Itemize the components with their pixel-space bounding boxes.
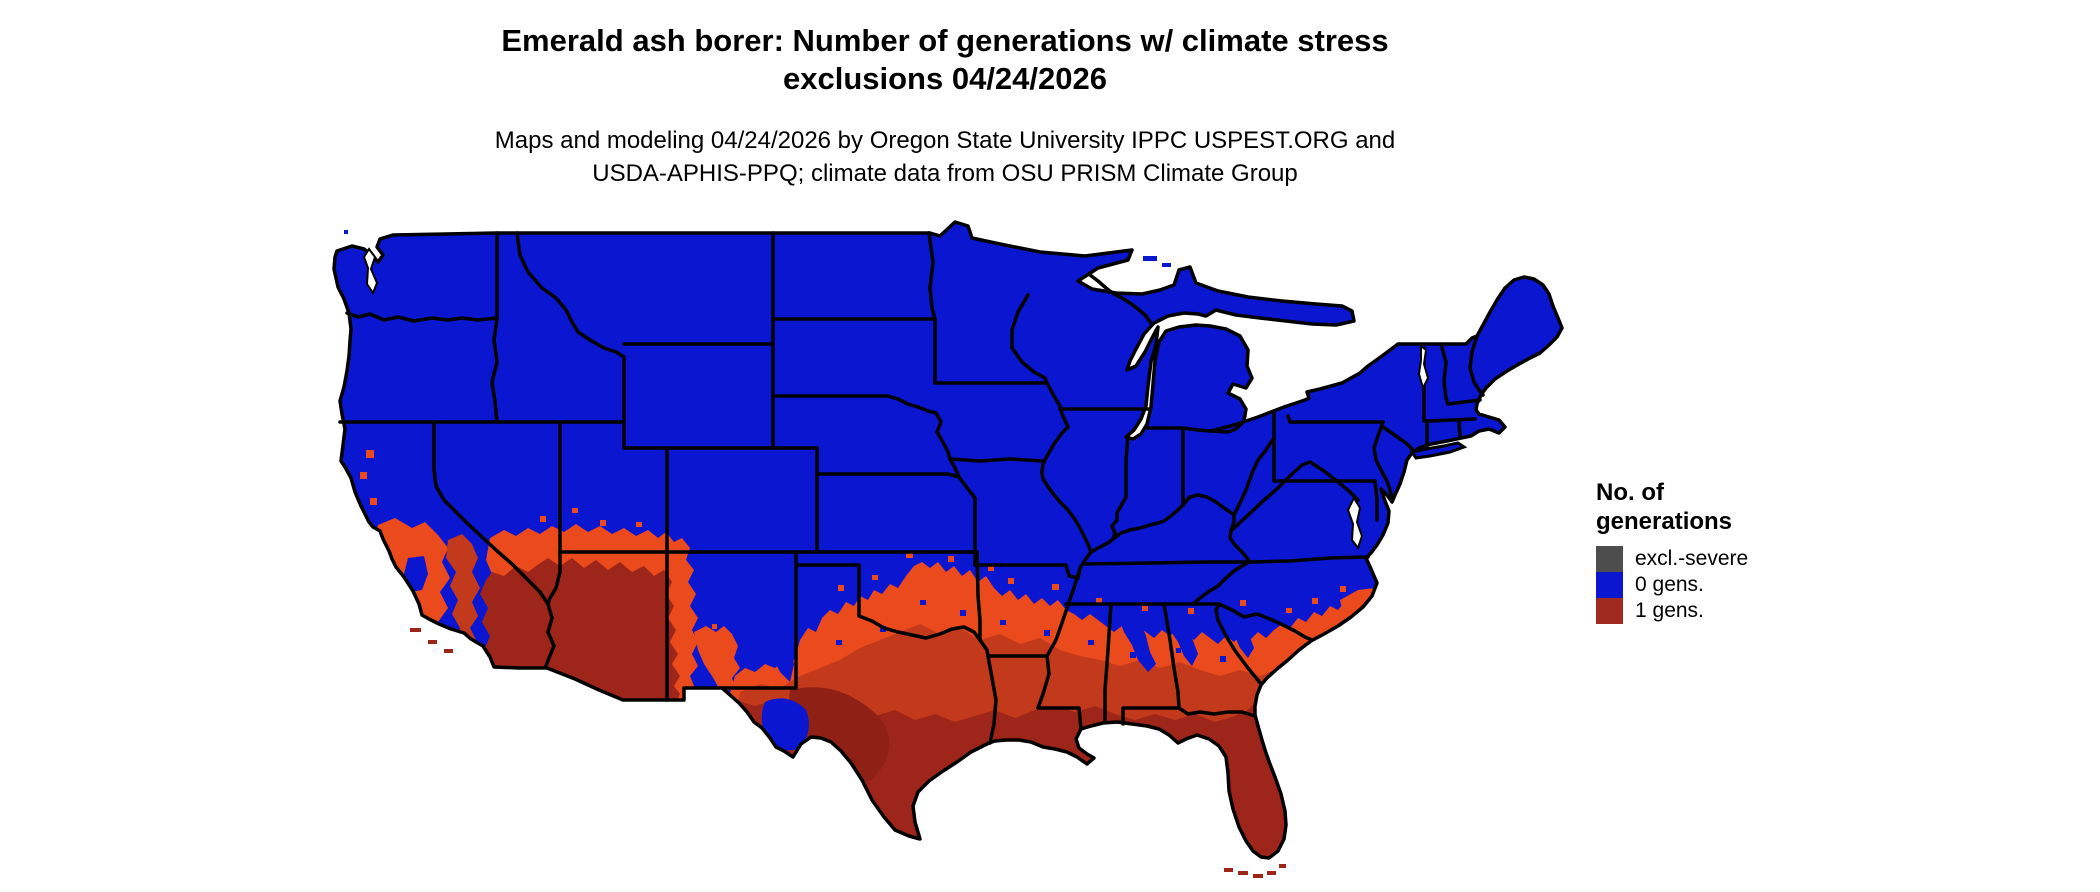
map-subtitle: Maps and modeling 04/24/2026 by Oregon S… [0, 124, 1890, 190]
legend-item-zero-gens: 0 gens. [1596, 572, 1856, 598]
florida-keys [1224, 864, 1286, 878]
page-title-line2: exclusions 04/24/2026 [782, 61, 1107, 96]
legend-title-line1: No. of [1596, 479, 1664, 506]
puget-sound [362, 247, 379, 296]
isle-royale [1143, 256, 1157, 261]
legend-label-one-gen: 1 gens. [1635, 599, 1704, 622]
islands [344, 230, 1468, 878]
legend-label-zero-gens: 0 gens. [1635, 573, 1704, 596]
long-island [1409, 441, 1468, 460]
legend-item-one-gen: 1 gens. [1596, 598, 1856, 624]
legend-rows: excl.-severe 0 gens. 1 gens. [1596, 546, 1856, 624]
legend-label-excl-severe: excl.-severe [1635, 547, 1749, 570]
legend-swatch-excl-severe [1596, 546, 1623, 572]
page-title: Emerald ash borer: Number of generations… [0, 22, 1890, 98]
page-title-line1: Emerald ash borer: Number of generations… [501, 23, 1389, 58]
lake-champlain [1417, 343, 1430, 391]
chesapeake-bay [1346, 495, 1364, 551]
map-subtitle-line2: USDA-APHIS-PPQ; climate data from OSU PR… [592, 160, 1298, 187]
legend-title-line2: generations [1596, 508, 1733, 535]
legend-swatch-one-gen [1596, 598, 1623, 624]
water-details [362, 247, 1430, 551]
map-subtitle-line1: Maps and modeling 04/24/2026 by Oregon S… [494, 127, 1396, 154]
legend-swatch-zero-gens [1596, 572, 1623, 598]
wa-coast-islet [344, 230, 348, 234]
legend-title: No. of generations [1596, 478, 1856, 536]
legend-item-excl-severe: excl.-severe [1596, 546, 1856, 572]
channel-islands [410, 628, 453, 653]
legend: No. of generations excl.-severe 0 gens. … [1596, 478, 1856, 624]
